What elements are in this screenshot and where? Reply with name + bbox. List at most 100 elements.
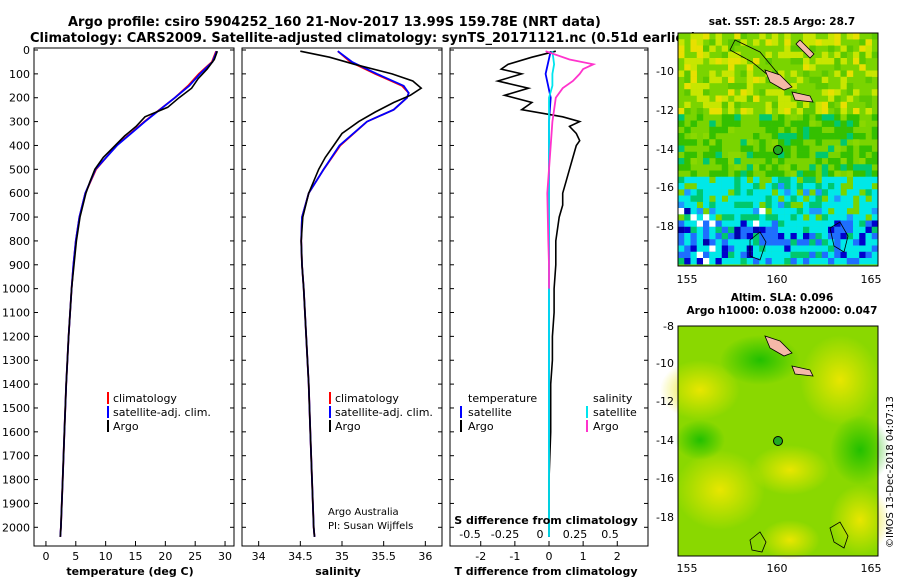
sst-cell — [778, 120, 785, 127]
sst-cell — [840, 114, 847, 121]
sst-cell — [809, 195, 816, 202]
sst-cell — [803, 189, 810, 196]
sst-map: 155 160 165 -10 -12 -14 -16 -18 — [656, 32, 882, 286]
axis-ticks: 0100200300400500600700800900100011001200… — [2, 44, 648, 563]
sst-cell — [784, 195, 791, 202]
sst-cell — [765, 251, 772, 259]
depth-tick-label: 1600 — [2, 426, 30, 439]
argo-float-marker — [773, 145, 783, 155]
sst-cell — [796, 170, 804, 177]
sst-cell — [846, 201, 854, 209]
sst-cell — [834, 245, 841, 252]
sst-cell — [828, 233, 835, 240]
sst-cell — [703, 51, 710, 59]
sst-cell — [796, 45, 804, 52]
sst-cell — [846, 126, 854, 134]
sst-cell — [678, 251, 685, 259]
sst-cell — [690, 76, 697, 84]
sst-cell — [728, 251, 735, 259]
sst-cell — [721, 183, 729, 190]
sst-cell — [709, 120, 716, 127]
sst-cell — [715, 126, 722, 134]
sst-cell — [740, 58, 747, 65]
sst-cell — [828, 176, 835, 184]
sst-cell — [821, 89, 829, 96]
sst-cell — [740, 33, 747, 40]
sst-cell — [796, 108, 804, 115]
sst-cell — [828, 251, 835, 259]
sst-cell — [715, 170, 722, 177]
sst-cell — [803, 39, 810, 46]
sst-cell — [840, 126, 847, 134]
sst-cell — [759, 258, 766, 265]
sst-cell — [778, 258, 785, 265]
sst-cell — [796, 139, 804, 146]
sst-cell — [746, 189, 754, 196]
s-difference-label: S difference from climatology — [454, 514, 638, 527]
sst-cell — [840, 208, 847, 215]
sst-cell — [740, 195, 747, 202]
sst-cell — [871, 208, 879, 215]
sst-cell — [696, 233, 704, 240]
sst-cell — [721, 251, 729, 259]
sst-cell — [840, 251, 847, 259]
sst-cell — [771, 89, 779, 96]
sla-ytick: -16 — [656, 472, 674, 485]
sst-cell — [840, 201, 847, 209]
sst-cell — [846, 145, 854, 152]
sst-cell — [828, 45, 835, 52]
sst-cell — [753, 76, 760, 84]
sst-cell — [809, 214, 816, 221]
sst-cell — [784, 239, 791, 246]
sst-cell — [834, 195, 841, 202]
sst-cell — [803, 70, 810, 77]
sst-cell — [828, 258, 835, 265]
sst-cell — [846, 70, 854, 77]
sst-cell — [871, 70, 879, 77]
sst-cell — [684, 258, 691, 265]
sst-cell — [709, 220, 716, 227]
sst-cell — [728, 89, 735, 96]
sst-cell — [853, 233, 860, 240]
sst-cell — [746, 183, 754, 190]
sst-cell — [859, 208, 866, 215]
sst-cell — [684, 233, 691, 240]
sst-cell — [834, 189, 841, 196]
sst-cell — [728, 158, 735, 165]
sst-cell — [746, 195, 754, 202]
sst-cell — [715, 95, 722, 102]
sst-cell — [784, 145, 791, 152]
sst-cell — [828, 133, 835, 140]
sst-cell — [790, 51, 797, 59]
sst-cell — [734, 120, 741, 127]
sst-cell — [871, 245, 879, 252]
sst-cell — [778, 139, 785, 146]
sst-cell — [853, 258, 860, 265]
sst-cell — [728, 101, 735, 109]
sst-cell — [703, 183, 710, 190]
sst-cell — [809, 220, 816, 227]
sst-cell — [690, 195, 697, 202]
sst-cell — [678, 70, 685, 77]
sst-cell — [678, 183, 685, 190]
sst-cell — [790, 101, 797, 109]
sst-cell — [865, 220, 872, 227]
sst-cell — [846, 158, 854, 165]
sst-cell — [721, 126, 729, 134]
sst-cell — [690, 83, 697, 90]
sst-cell — [784, 220, 791, 227]
sst-cell — [865, 158, 872, 165]
sst-cell — [690, 133, 697, 140]
sst-cell — [703, 45, 710, 52]
sst-cell — [728, 120, 735, 127]
sla-frame — [677, 325, 879, 557]
legend-temperature-title: temperature — [468, 392, 537, 405]
depth-tick-label: 500 — [9, 163, 30, 176]
sst-cell — [771, 220, 779, 227]
sst-cell — [778, 201, 785, 209]
sst-cell — [709, 139, 716, 146]
sst-cell — [809, 64, 816, 71]
sst-cell — [690, 39, 697, 46]
sst-cell — [684, 64, 691, 71]
sst-cell — [865, 164, 872, 171]
